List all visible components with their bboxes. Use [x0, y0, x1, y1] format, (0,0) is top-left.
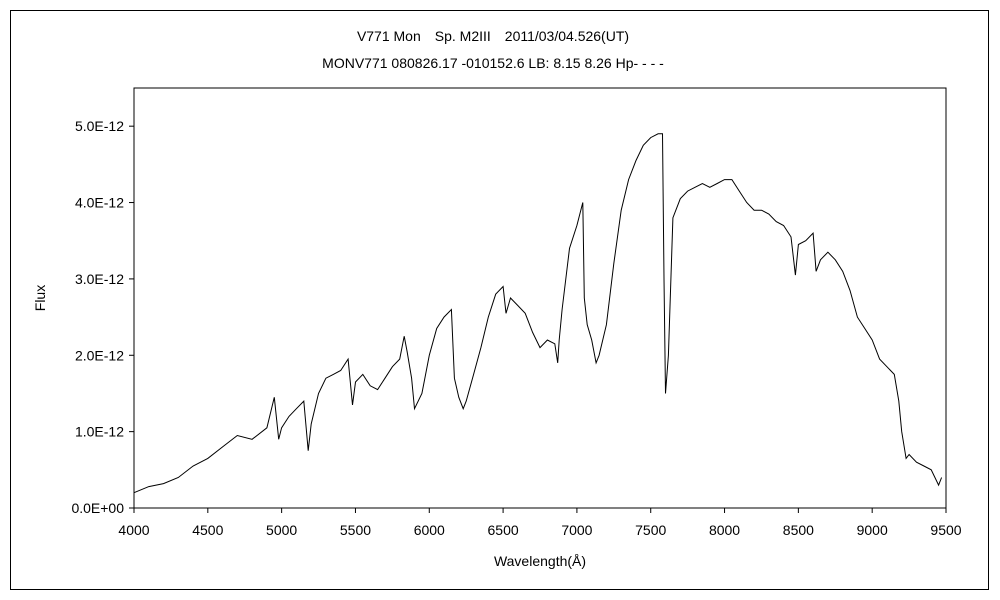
chart-frame [10, 10, 989, 590]
y-axis: 0.0E+00 1.0E-12 2.0E-12 3.0E-12 4.0E-12 5.0E-… [71, 118, 134, 516]
y-tick-label: 0.0E+00 [71, 500, 124, 516]
x-tick-label: 8500 [783, 522, 814, 538]
x-axis-label: Wavelength(Å) [494, 553, 586, 569]
x-tick-label: 5500 [340, 522, 371, 538]
x-tick-label: 6500 [488, 522, 519, 538]
y-tick-label: 1.0E-12 [75, 424, 124, 440]
y-tick-label: 3.0E-12 [75, 271, 124, 287]
x-tick-label: 5000 [266, 522, 297, 538]
x-tick-label: 7000 [561, 522, 592, 538]
spectrum-series-line [133, 133, 943, 494]
x-axis: 4000 4500 5000 5500 6000 6500 7000 7500 8000 8500… [118, 508, 962, 538]
chart-title: V771 Mon Sp. M2III 2011/03/04.526(UT) [357, 28, 629, 44]
x-tick-label: 6000 [414, 522, 445, 538]
y-tick-label: 4.0E-12 [75, 195, 124, 211]
x-tick-label: 9500 [930, 522, 961, 538]
plot-area [133, 87, 947, 509]
x-tick-label: 9000 [857, 522, 888, 538]
y-tick-label: 2.0E-12 [75, 347, 124, 363]
x-tick-label: 7500 [635, 522, 666, 538]
y-tick-label: 5.0E-12 [75, 118, 124, 134]
chart-subtitle: MONV771 080826.17 -010152.6 LB: 8.15 8.2… [322, 55, 664, 71]
x-tick-label: 4500 [192, 522, 223, 538]
x-tick-label: 8000 [709, 522, 740, 538]
y-axis-label: Flux [32, 285, 48, 311]
x-tick-label: 4000 [118, 522, 149, 538]
